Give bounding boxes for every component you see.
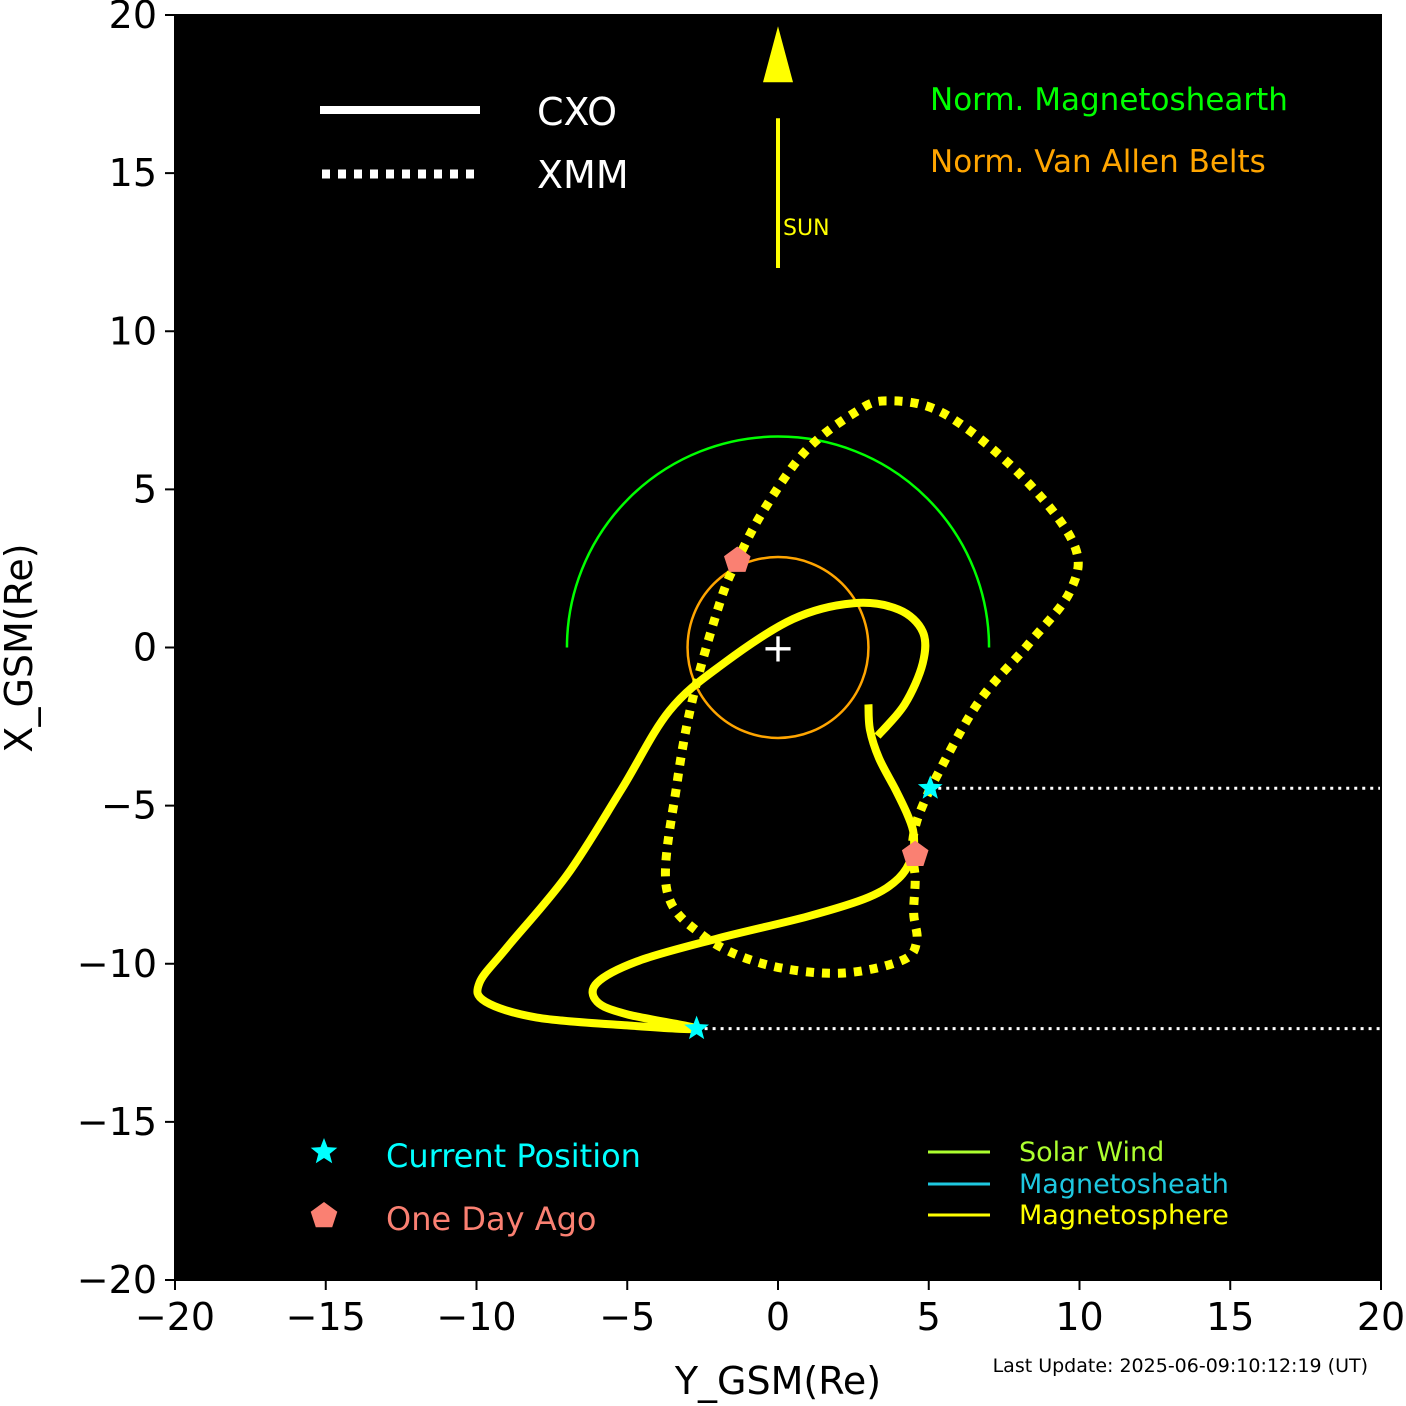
y-tick-label: −20 bbox=[77, 1258, 157, 1302]
x-tick-label: 5 bbox=[917, 1295, 941, 1339]
y-tick-label: 15 bbox=[109, 151, 157, 195]
y-tick-label: 0 bbox=[133, 626, 157, 670]
legend-pentagon-icon bbox=[310, 1202, 338, 1228]
x-tick-label: 10 bbox=[1055, 1295, 1103, 1339]
legend-env-label: Solar Wind bbox=[1019, 1137, 1164, 1168]
y-tick-label: 20 bbox=[109, 0, 157, 37]
legend-magnetoshearth-label: Norm. Magnetoshearth bbox=[930, 82, 1288, 118]
legend-current-position-label: Current Position bbox=[386, 1137, 641, 1175]
current-position-marker bbox=[684, 1015, 709, 1040]
y-tick-label: −15 bbox=[77, 1100, 157, 1144]
y-tick-label: 10 bbox=[109, 309, 157, 353]
legend-env-label: Magnetosheath bbox=[1019, 1169, 1229, 1200]
legend-one-day-ago-label: One Day Ago bbox=[386, 1200, 596, 1238]
legend-env-label: Magnetosphere bbox=[1019, 1200, 1229, 1231]
legend-van-allen-label: Norm. Van Allen Belts bbox=[930, 144, 1266, 180]
legend-star-icon bbox=[310, 1138, 338, 1164]
x-tick-label: −10 bbox=[436, 1295, 516, 1339]
x-axis-label: Y_GSM(Re) bbox=[674, 1359, 881, 1403]
last-update-footnote: Last Update: 2025-06-09:10:12:19 (UT) bbox=[993, 1355, 1368, 1377]
x-tick-label: 0 bbox=[766, 1295, 790, 1339]
x-tick-label: 15 bbox=[1206, 1295, 1254, 1339]
current-position-marker bbox=[917, 775, 943, 799]
van-allen-belt-circle bbox=[686, 555, 870, 740]
x-tick-label: −20 bbox=[135, 1295, 215, 1339]
legend-cxo-label: CXO bbox=[537, 90, 617, 134]
x-tick-label: 20 bbox=[1357, 1295, 1405, 1339]
sun-arrow-head bbox=[763, 26, 793, 83]
x-tick-label: −15 bbox=[286, 1295, 366, 1339]
legend-xmm-label: XMM bbox=[537, 153, 629, 197]
y-tick-label: −10 bbox=[77, 942, 157, 986]
y-tick-label: −5 bbox=[101, 784, 157, 828]
sun-label: SUN bbox=[783, 216, 830, 241]
y-tick-label: 5 bbox=[133, 467, 157, 511]
magnetosheath-arc bbox=[565, 435, 991, 648]
x-tick-label: −5 bbox=[599, 1295, 655, 1339]
y-axis-label: X_GSM(Re) bbox=[0, 543, 41, 752]
one-day-ago-marker bbox=[724, 546, 751, 572]
one-day-ago-marker bbox=[901, 840, 929, 866]
